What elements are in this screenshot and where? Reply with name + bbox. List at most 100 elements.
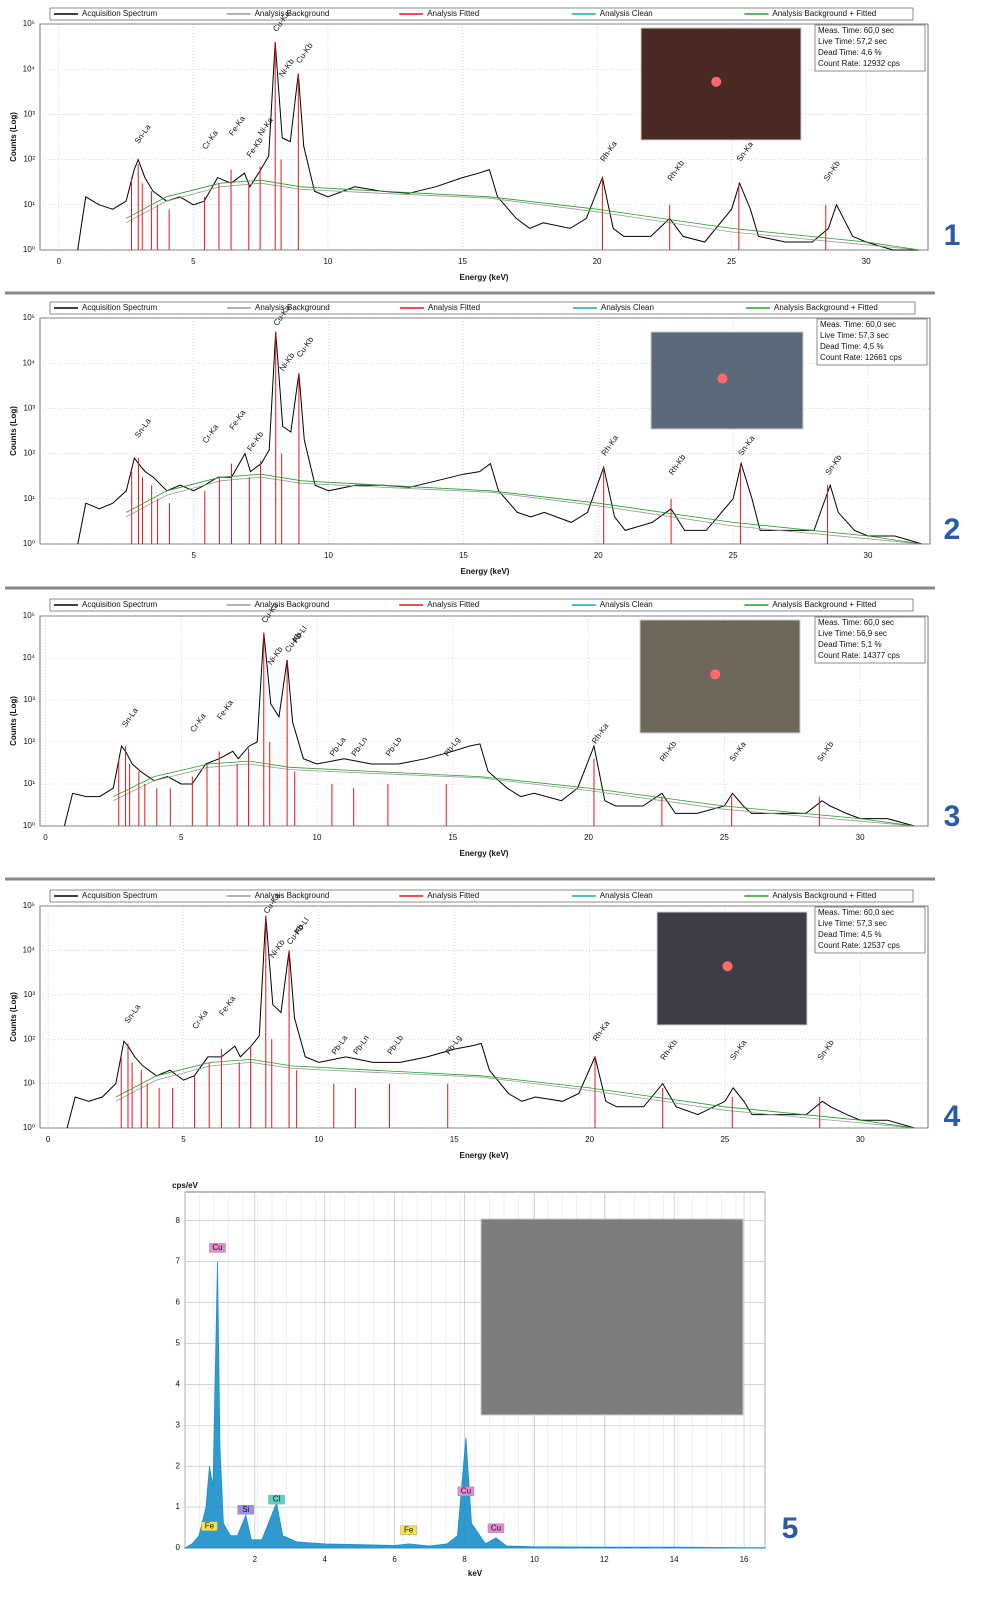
info-line: Count Rate: 14377 cps (818, 651, 900, 660)
element-label: Cu (212, 1243, 222, 1252)
y-tick-label: 10² (23, 737, 35, 746)
legend-box (49, 301, 916, 315)
x-tick-label: 5 (192, 551, 197, 560)
x-tick-label: 20 (593, 257, 602, 266)
sample-photo (640, 27, 802, 141)
x-tick-label: 5 (181, 1135, 186, 1144)
x-tick-label: 10 (323, 257, 332, 266)
x-tick-label: 30 (862, 257, 871, 266)
y-axis-label: Counts (Log) (9, 406, 18, 456)
x-axis-label: Energy (keV) (460, 1151, 509, 1160)
element-label: Cu (461, 1487, 471, 1496)
spectrum-line (115, 1058, 915, 1129)
x-tick-label: 15 (459, 551, 468, 560)
info-line: Meas. Time: 60,0 sec (818, 618, 894, 627)
y-axis-label: cps/eV (172, 1181, 198, 1190)
info-line: Count Rate: 12661 cps (820, 353, 902, 362)
y-tick-label: 6 (176, 1298, 181, 1307)
y-tick-label: 10⁴ (23, 946, 36, 955)
legend-label: Analysis Fitted (428, 303, 480, 312)
x-tick-label: 25 (720, 833, 729, 842)
info-line: Live Time: 57,2 sec (818, 37, 887, 46)
x-tick-label: 10 (313, 833, 322, 842)
legend-label: Analysis Background + Fitted (772, 9, 876, 18)
legend-label: Acquisition Spectrum (82, 891, 157, 900)
legend-label: Analysis Background + Fitted (772, 600, 876, 609)
x-tick-label: 25 (729, 551, 738, 560)
y-axis-label: Counts (Log) (9, 696, 18, 746)
x-axis-label: Energy (keV) (461, 567, 510, 576)
y-axis-label: Counts (Log) (9, 992, 18, 1042)
x-tick-label: 10 (530, 1555, 539, 1564)
x-tick-label: 30 (856, 833, 865, 842)
x-tick-label: 10 (324, 551, 333, 560)
y-tick-label: 10⁵ (23, 901, 35, 910)
y-tick-label: 3 (176, 1420, 181, 1429)
spectrum-line (77, 331, 923, 545)
element-label: Fe (205, 1521, 215, 1530)
x-tick-label: 0 (57, 257, 62, 266)
element-label: Si (242, 1505, 249, 1514)
panel-number: 4 (944, 1100, 961, 1133)
y-tick-label: 10² (23, 155, 35, 164)
laser-spot (710, 669, 721, 680)
legend-box (49, 889, 914, 903)
element-label: Cu (491, 1523, 501, 1532)
info-line: Meas. Time: 60,0 sec (820, 320, 896, 329)
legend-label: Acquisition Spectrum (82, 9, 157, 18)
info-box (814, 616, 926, 664)
y-tick-label: 1 (176, 1502, 181, 1511)
legend-label: Analysis Fitted (427, 600, 479, 609)
spectrum-line (115, 1061, 915, 1129)
y-tick-label: 10¹ (23, 1079, 35, 1088)
element-label: Fe (404, 1525, 414, 1534)
y-tick-label: 10³ (23, 990, 35, 999)
spectrum-line (113, 760, 915, 827)
x-tick-label: 20 (594, 551, 603, 560)
info-line: Live Time: 56,9 sec (818, 629, 887, 638)
spectrum-line (125, 182, 920, 251)
spectrum-area (183, 1261, 766, 1549)
y-tick-label: 10⁴ (23, 358, 36, 367)
sample-photo (639, 619, 801, 734)
panel-number: 2 (944, 513, 961, 546)
panel-number: 5 (782, 1512, 799, 1545)
x-tick-label: 15 (450, 1135, 459, 1144)
y-tick-label: 10⁰ (23, 1123, 35, 1132)
info-box (814, 906, 926, 954)
legend-label: Analysis Fitted (427, 891, 479, 900)
info-line: Dead Time: 5,1 % (818, 640, 882, 649)
y-tick-label: 10⁴ (23, 64, 36, 73)
y-tick-label: 10⁵ (23, 611, 35, 620)
y-tick-label: 5 (176, 1339, 181, 1348)
info-line: Dead Time: 4,5 % (820, 342, 884, 351)
legend-label: Analysis Clean (600, 9, 653, 18)
x-axis-label: Energy (keV) (460, 849, 509, 858)
x-tick-label: 14 (670, 1555, 679, 1564)
y-tick-label: 10¹ (23, 200, 35, 209)
x-tick-label: 15 (448, 833, 457, 842)
legend-label: Analysis Clean (600, 891, 653, 900)
y-tick-label: 10⁴ (23, 653, 36, 662)
x-tick-label: 8 (462, 1555, 467, 1564)
legend-label: Analysis Fitted (427, 9, 479, 18)
x-tick-label: 20 (584, 833, 593, 842)
element-tag (209, 1243, 226, 1253)
x-tick-label: 10 (314, 1135, 323, 1144)
y-tick-label: 10¹ (23, 494, 35, 503)
info-box (814, 24, 926, 72)
info-line: Count Rate: 12932 cps (818, 59, 900, 68)
spectrum-line (113, 763, 915, 827)
y-tick-label: 4 (176, 1379, 181, 1388)
legend-box (49, 598, 914, 612)
element-tag (237, 1505, 254, 1515)
y-tick-label: 10² (23, 1034, 35, 1043)
y-tick-label: 0 (176, 1543, 181, 1552)
legend-label: Analysis Clean (600, 600, 653, 609)
x-tick-label: 0 (43, 833, 48, 842)
info-line: Live Time: 57,3 sec (818, 919, 887, 928)
y-tick-label: 10³ (23, 695, 35, 704)
info-line: Meas. Time: 60,0 sec (818, 908, 894, 917)
x-tick-label: 0 (46, 1135, 51, 1144)
